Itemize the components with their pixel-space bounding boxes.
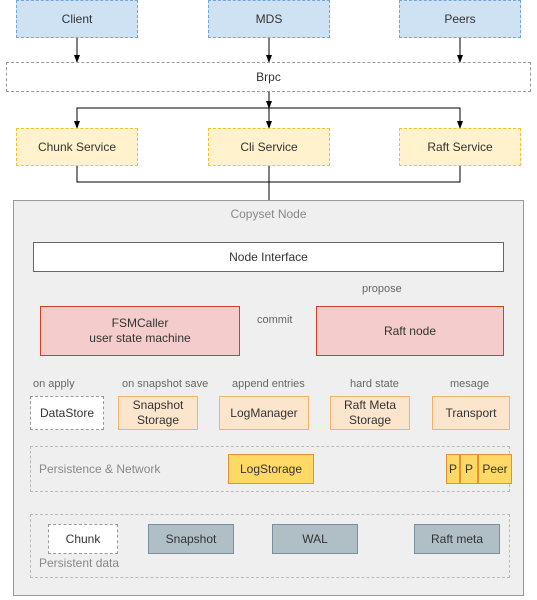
node-raft-meta: Raft meta: [414, 524, 500, 554]
edge-label-lbl-on-snapshot: on snapshot save: [122, 378, 208, 390]
node-log-manager: LogManager: [219, 396, 309, 430]
edge-label-lbl-propose: propose: [362, 283, 402, 295]
node-log-storage: LogStorage: [228, 454, 314, 484]
node-chunk: Chunk: [48, 524, 118, 554]
node-label: Transport: [446, 406, 497, 421]
node-label: FSMCaller user state machine: [89, 316, 190, 346]
node-datastore: DataStore: [30, 396, 104, 430]
node-label: Peer: [482, 462, 507, 477]
node-label: Snapshot: [166, 532, 217, 547]
node-peer-peer: Peer: [478, 454, 512, 484]
edge-label-lbl-mesage: mesage: [450, 378, 489, 390]
node-peers: Peers: [399, 0, 521, 38]
edge-label-lbl-append-entries: append entries: [232, 378, 305, 390]
node-label: Copyset Node: [230, 207, 306, 222]
node-snapshot: Snapshot: [148, 524, 234, 554]
node-brpc: Brpc: [6, 62, 531, 92]
node-node-interface: Node Interface: [33, 242, 504, 272]
node-label: Chunk Service: [38, 140, 116, 155]
edge-label-lbl-hard-state: hard state: [350, 378, 399, 390]
node-label: MDS: [256, 12, 283, 27]
node-label: Persistent data: [39, 556, 119, 571]
node-label: Raft Meta Storage: [344, 398, 396, 428]
node-label: DataStore: [40, 406, 94, 421]
node-label: Raft node: [384, 324, 436, 339]
node-label: Brpc: [256, 70, 281, 85]
node-label: Peers: [444, 12, 475, 27]
node-cli-service: Cli Service: [208, 128, 330, 166]
node-label: Node Interface: [229, 250, 308, 265]
node-raft-service: Raft Service: [399, 128, 521, 166]
edge-fanout-chunk-service: [77, 108, 269, 128]
node-fsm-caller: FSMCaller user state machine: [40, 306, 240, 356]
node-label: Cli Service: [240, 140, 297, 155]
node-label: WAL: [302, 532, 328, 547]
node-label: P: [465, 462, 473, 477]
node-label: Snapshot Storage: [133, 398, 184, 428]
node-mds: MDS: [208, 0, 330, 38]
node-peer-p1: P: [446, 454, 460, 484]
node-label: P: [449, 462, 457, 477]
node-raft-node: Raft node: [316, 306, 504, 356]
node-snapshot-storage: Snapshot Storage: [118, 396, 198, 430]
edge-label-lbl-on-apply: on apply: [33, 378, 75, 390]
node-label: Chunk: [66, 532, 101, 547]
node-chunk-service: Chunk Service: [16, 128, 138, 166]
node-label: Client: [62, 12, 93, 27]
node-label: LogManager: [230, 406, 297, 421]
node-label: Raft Service: [427, 140, 492, 155]
node-client: Client: [16, 0, 138, 38]
edge-fanout-raft-service: [269, 108, 460, 128]
node-wal: WAL: [272, 524, 358, 554]
node-label: LogStorage: [240, 462, 302, 477]
node-peer-p2: P: [460, 454, 478, 484]
node-label: Raft meta: [431, 532, 483, 547]
node-raft-meta-storage: Raft Meta Storage: [330, 396, 410, 430]
node-transport: Transport: [432, 396, 510, 430]
edge-label-lbl-commit: commit: [257, 314, 292, 326]
edge-services-copyset: [77, 166, 460, 182]
node-label: Persistence & Network: [39, 462, 160, 477]
